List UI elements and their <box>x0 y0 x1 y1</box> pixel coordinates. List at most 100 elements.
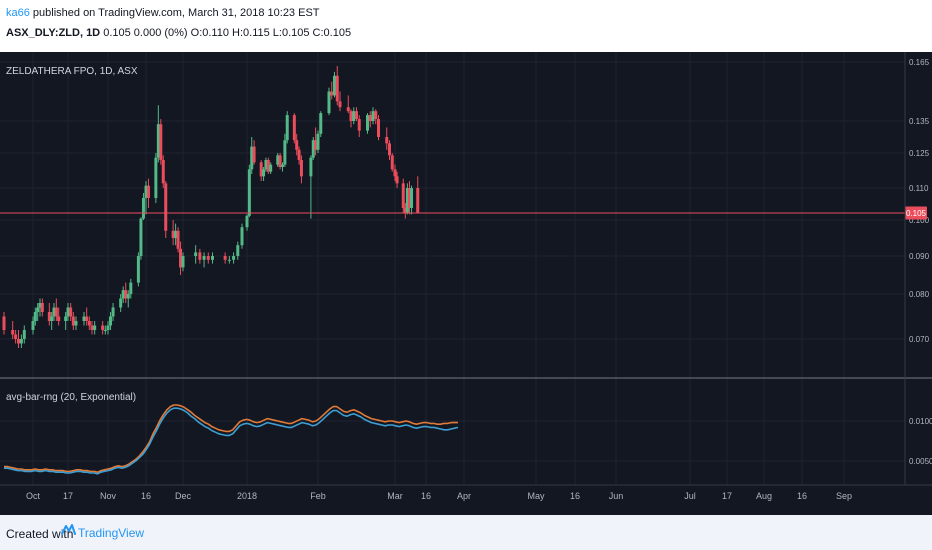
candle-body <box>69 307 73 317</box>
candle-body <box>139 218 143 256</box>
candle-body <box>206 256 210 260</box>
candle-body <box>252 146 256 163</box>
candle-body <box>74 321 78 326</box>
indicator-series <box>4 404 459 475</box>
time-axis-labels: Oct 17 Nov 16 Dec 2018 Feb Mar 16 Apr May 16 Jun Jul 1… <box>26 491 852 501</box>
candle-body <box>335 75 339 102</box>
candle-body <box>171 230 175 238</box>
author-link[interactable]: ka66 <box>6 7 30 19</box>
candle-body <box>101 325 105 330</box>
candle-body <box>333 75 336 96</box>
candle-body <box>52 307 56 317</box>
candle-body <box>357 119 361 131</box>
candle-body <box>174 230 178 238</box>
candle-body <box>259 162 263 177</box>
candle-body <box>285 115 289 141</box>
candle-body <box>264 160 268 170</box>
candle-body <box>232 256 236 260</box>
time-tick-label: 16 <box>797 491 807 501</box>
candle-body <box>330 91 334 96</box>
candle-body <box>355 111 358 120</box>
price-tag-value: 0.105 <box>906 209 927 218</box>
candle-body <box>57 316 61 321</box>
time-tick-label: Dec <box>175 491 192 501</box>
candle-body <box>247 169 251 216</box>
time-tick-label: Aug <box>756 491 772 501</box>
candle-body <box>283 140 287 165</box>
candle-body <box>87 321 91 326</box>
tradingview-logo-icon[interactable] <box>61 523 76 537</box>
main-pane-legend: ZELDATHERA FPO, 1D, ASX <box>6 66 138 77</box>
price-tag: 0.105 <box>905 206 927 220</box>
candle-body <box>349 111 353 121</box>
candle-body <box>198 252 202 260</box>
candle-body <box>93 325 97 330</box>
candle-body <box>121 290 125 299</box>
candle-body <box>90 325 94 330</box>
candle-body <box>416 188 420 213</box>
candle-body <box>129 282 133 294</box>
candle-body <box>181 256 185 268</box>
candle-body <box>390 155 394 170</box>
candle-body <box>31 321 35 330</box>
candle-body <box>144 185 148 198</box>
publish-line: ka66 published on TradingView.com, March… <box>6 7 320 19</box>
candle-body <box>47 312 51 321</box>
candle-body <box>281 164 284 167</box>
ohlc-quote: 0.105 0.000 (0%) O:0.110 H:0.115 L:0.105… <box>100 27 352 39</box>
candle-body <box>19 339 23 344</box>
horizontal-grid <box>0 61 905 340</box>
candle-body <box>211 256 214 260</box>
chart-background <box>0 52 932 515</box>
vertical-grid <box>32 52 845 485</box>
indicator-pane-legend: avg-bar-rng (20, Exponential) <box>6 392 136 403</box>
candle-body <box>374 111 378 120</box>
candle-body <box>309 157 313 177</box>
candle-body <box>50 316 54 321</box>
price-tick-label: 0.090 <box>909 252 930 261</box>
candle-body <box>2 316 6 330</box>
candle-body <box>159 124 163 160</box>
candle-body <box>11 330 15 335</box>
candle-body <box>278 155 282 167</box>
candle-body <box>368 115 372 121</box>
candle-body <box>327 91 331 114</box>
indicator-tick-label: 0.0050 <box>909 457 932 466</box>
time-tick-label: Jun <box>609 491 624 501</box>
indicator-axis-labels: 0.0100 0.0050 <box>0 417 932 466</box>
candle-body <box>156 124 160 158</box>
chart-canvas[interactable]: 0.165 0.135 0.125 0.110 0.100 0.090 0.080 0.070… <box>0 52 932 515</box>
time-tick-label: Mar <box>387 491 403 501</box>
candle-body <box>366 115 369 131</box>
candle-body <box>346 107 350 112</box>
tradingview-link[interactable]: TradingView <box>78 526 145 540</box>
candle-body <box>126 294 130 299</box>
candle-body <box>299 160 303 177</box>
candle-body <box>262 169 266 177</box>
candle-body <box>14 334 18 339</box>
candle-body <box>410 188 414 208</box>
candle-body <box>146 185 150 198</box>
symbol-label: ASX_DLY:ZLD, 1D <box>6 27 101 39</box>
time-tick-label: 17 <box>722 491 732 501</box>
indicator-line-orange <box>4 404 458 474</box>
candle-body <box>64 316 68 321</box>
candle-body <box>388 143 391 156</box>
candle-body <box>240 227 244 246</box>
published-text: published on TradingView.com, March 31, … <box>29 7 320 19</box>
candle-body <box>266 160 270 172</box>
candle-body <box>164 183 168 231</box>
time-tick-label: Apr <box>457 491 471 501</box>
time-tick-label: Sep <box>836 491 852 501</box>
price-tick-label: 0.125 <box>909 149 930 158</box>
candle-body <box>71 316 75 326</box>
candle-body <box>22 330 26 339</box>
candle-body <box>54 307 58 317</box>
price-tick-label: 0.135 <box>909 117 930 126</box>
time-tick-label: Feb <box>310 491 326 501</box>
time-tick-label: 16 <box>141 491 151 501</box>
candle-body <box>269 164 273 172</box>
price-tick-label: 0.070 <box>909 335 930 344</box>
indicator-line-blue <box>4 407 459 475</box>
candle-body <box>393 169 397 177</box>
